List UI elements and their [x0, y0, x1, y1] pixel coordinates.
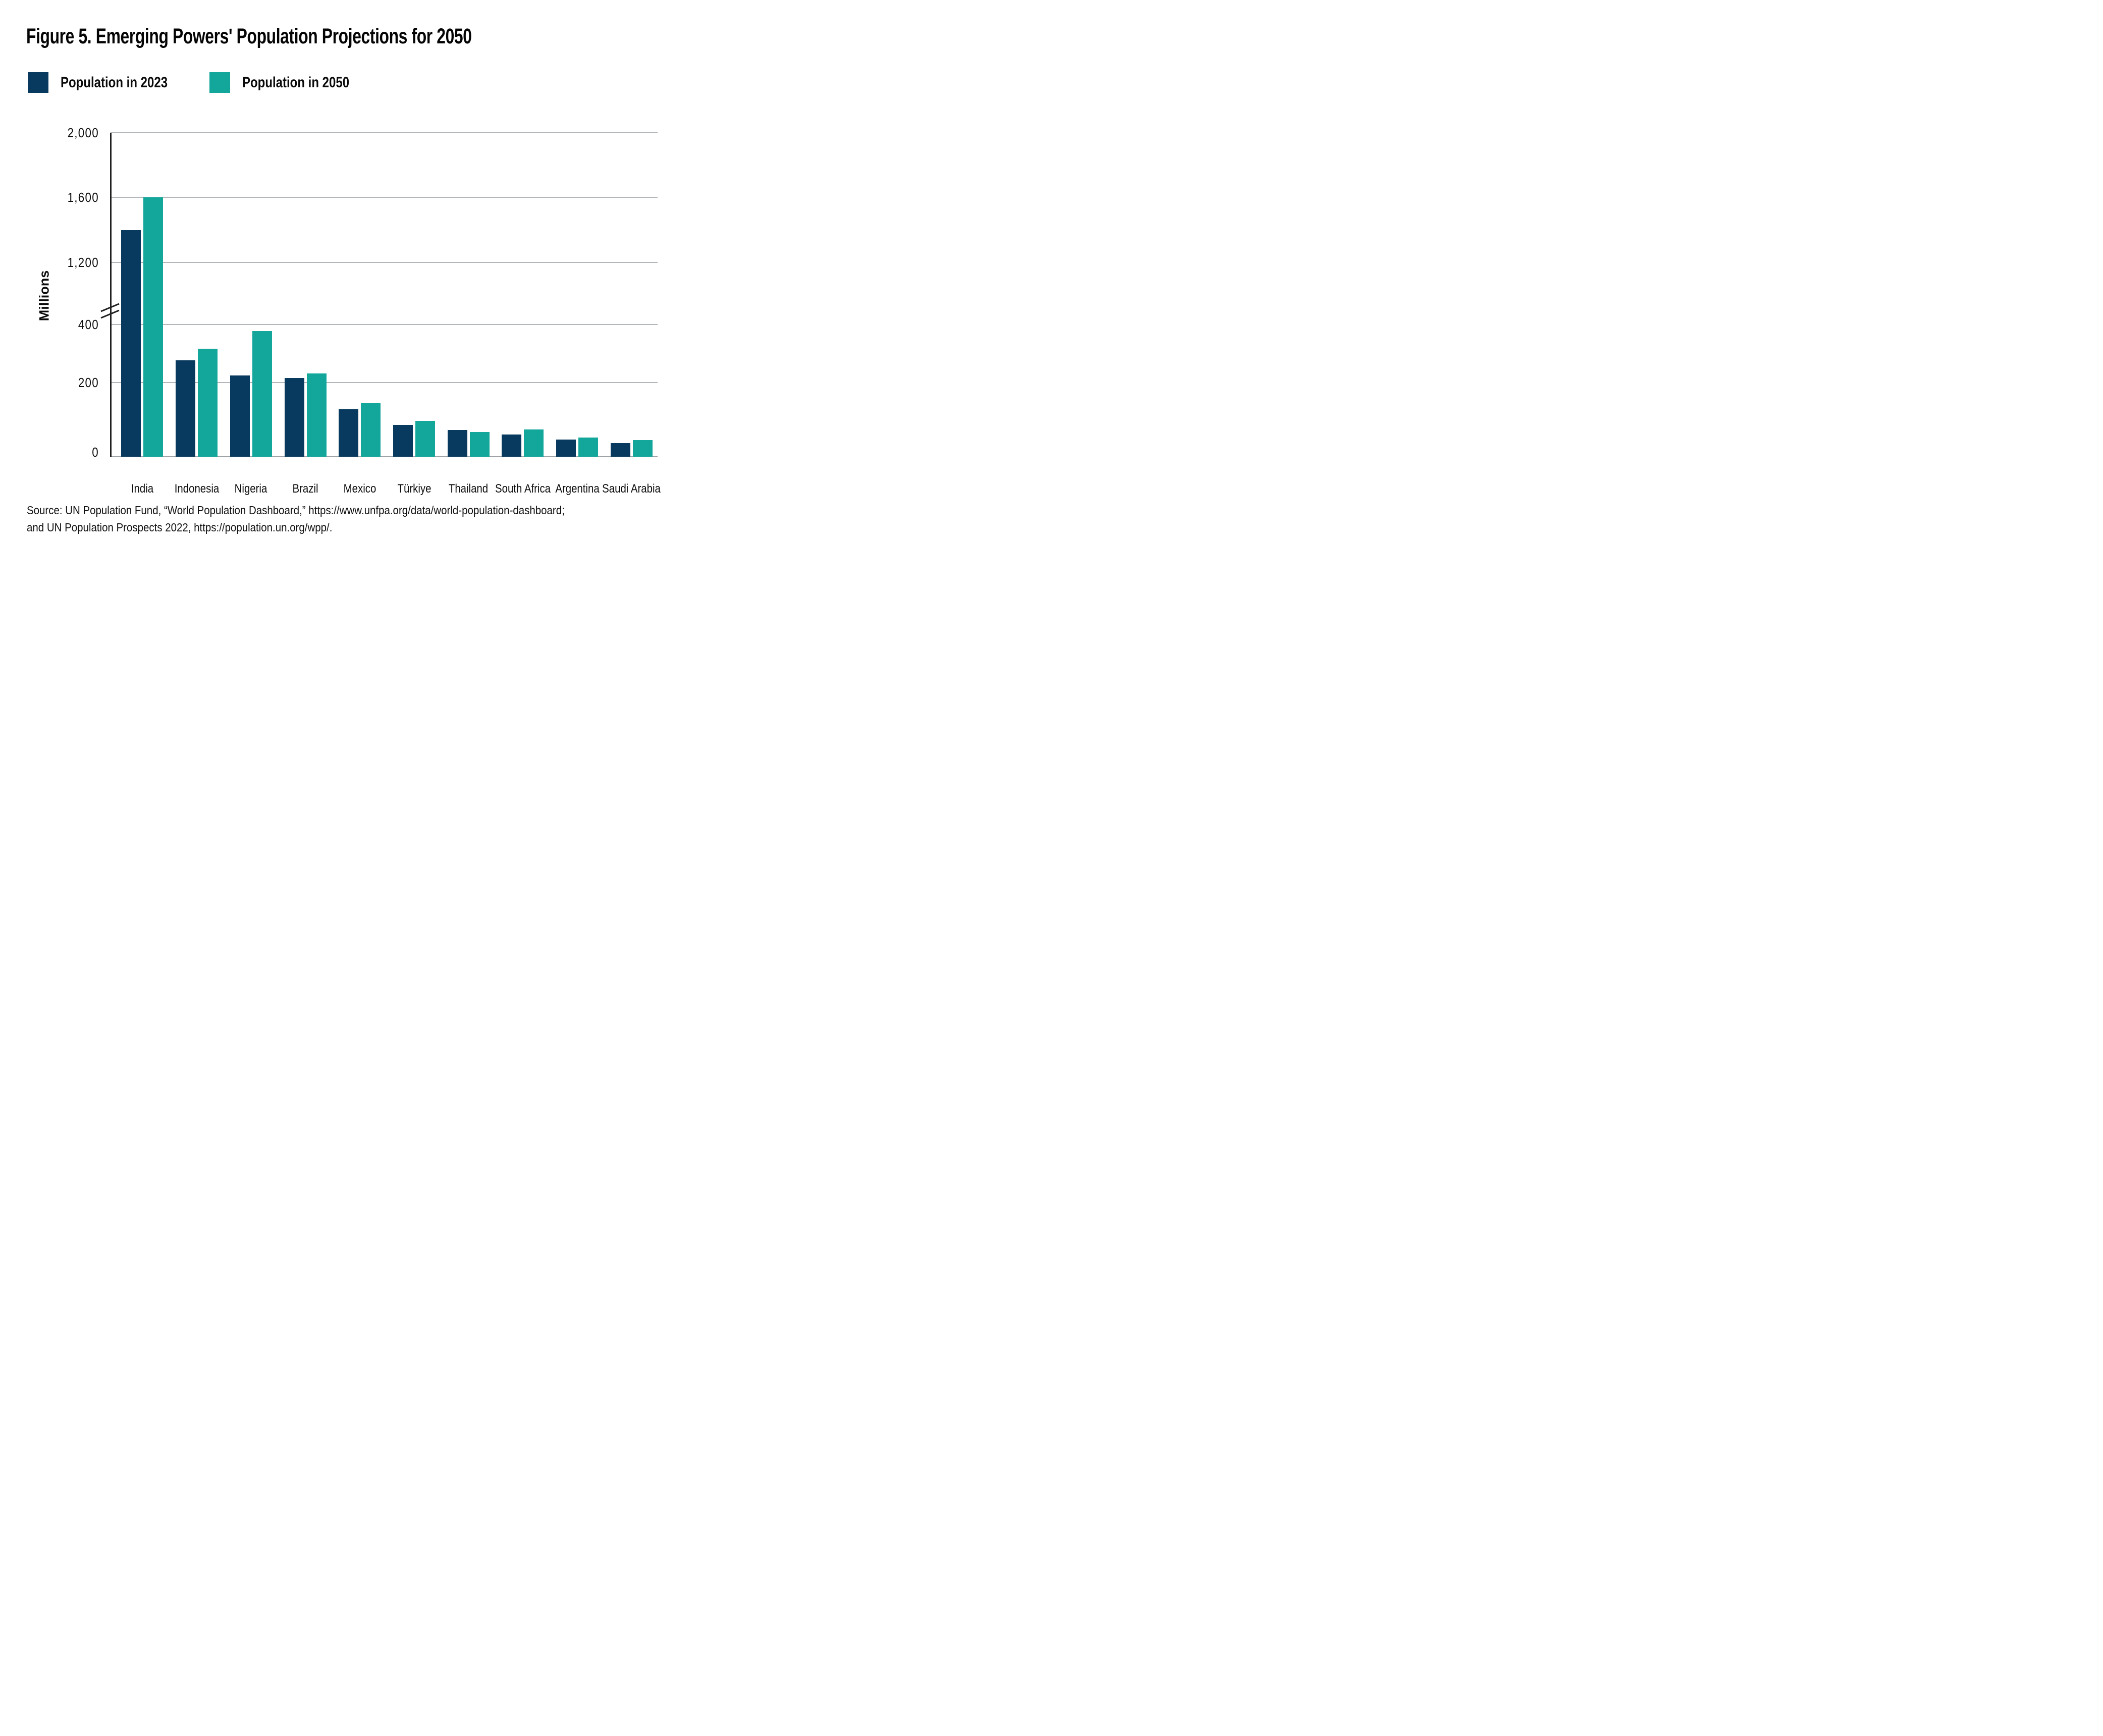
bar-türkiye-2023 — [393, 424, 413, 457]
category-label-south-africa: South Africa — [495, 482, 551, 496]
bar-mexico-2023 — [339, 409, 359, 457]
axis-break-icon — [100, 303, 120, 319]
gridline-2000 — [111, 132, 658, 133]
figure-title: Figure 5. Emerging Powers' Population Pr… — [26, 24, 472, 48]
category-label-brazil: Brazil — [292, 482, 318, 496]
bar-mexico-2050 — [361, 403, 381, 457]
source-line-1: Source: UN Population Fund, “World Popul… — [27, 504, 565, 517]
bar-south-africa-2050 — [524, 429, 544, 457]
bar-thailand-2050 — [469, 432, 490, 457]
source-note: Source: UN Population Fund, “World Popul… — [27, 502, 565, 536]
y-tick-label-1200: 1,200 — [67, 254, 99, 270]
bar-argentina-2023 — [556, 440, 576, 457]
bar-south-africa-2023 — [502, 434, 522, 457]
gridline-200 — [111, 382, 658, 383]
bar-nigeria-2023 — [230, 375, 250, 457]
gridline-400 — [111, 324, 658, 326]
y-tick-label-0: 0 — [92, 445, 99, 460]
legend-swatch-2050 — [209, 72, 230, 93]
category-label-türkiye: Türkiye — [397, 482, 431, 496]
bar-thailand-2023 — [447, 430, 467, 457]
category-label-nigeria: Nigeria — [234, 482, 267, 496]
bar-india-2023 — [121, 230, 141, 457]
y-tick-label-2000: 2,000 — [67, 125, 99, 140]
gridline-1200 — [111, 261, 658, 263]
bar-indonesia-2023 — [176, 360, 196, 457]
bar-saudi-arabia-2023 — [610, 443, 630, 457]
bar-india-2050 — [143, 197, 164, 457]
gridline-0 — [111, 456, 658, 457]
y-tick-label-200: 200 — [78, 374, 99, 390]
y-axis-line — [110, 133, 112, 457]
bar-nigeria-2050 — [252, 331, 272, 457]
bar-indonesia-2050 — [198, 348, 218, 457]
category-label-saudi-arabia: Saudi Arabia — [602, 482, 661, 496]
bar-brazil-2050 — [306, 373, 327, 457]
legend-swatch-2023 — [28, 72, 48, 93]
bar-argentina-2050 — [578, 437, 599, 457]
category-label-indonesia: Indonesia — [174, 482, 219, 496]
bar-saudi-arabia-2050 — [632, 440, 653, 457]
category-label-argentina: Argentina — [555, 482, 600, 496]
y-axis-title: Millions — [36, 270, 52, 321]
category-label-thailand: Thailand — [449, 482, 489, 496]
category-label-india: India — [131, 482, 153, 496]
bar-brazil-2023 — [284, 377, 304, 457]
y-tick-label-400: 400 — [78, 317, 99, 333]
y-tick-label-1600: 1,600 — [67, 190, 99, 205]
legend-label-2023: Population in 2023 — [61, 74, 168, 91]
category-label-mexico: Mexico — [343, 482, 376, 496]
bar-türkiye-2050 — [415, 421, 435, 457]
legend-label-2050: Population in 2050 — [242, 74, 350, 91]
source-line-2: and UN Population Prospects 2022, https:… — [27, 521, 333, 534]
plot-area — [111, 132, 658, 457]
gridline-1600 — [111, 197, 658, 198]
figure-page: Figure 5. Emerging Powers' Population Pr… — [0, 0, 701, 579]
